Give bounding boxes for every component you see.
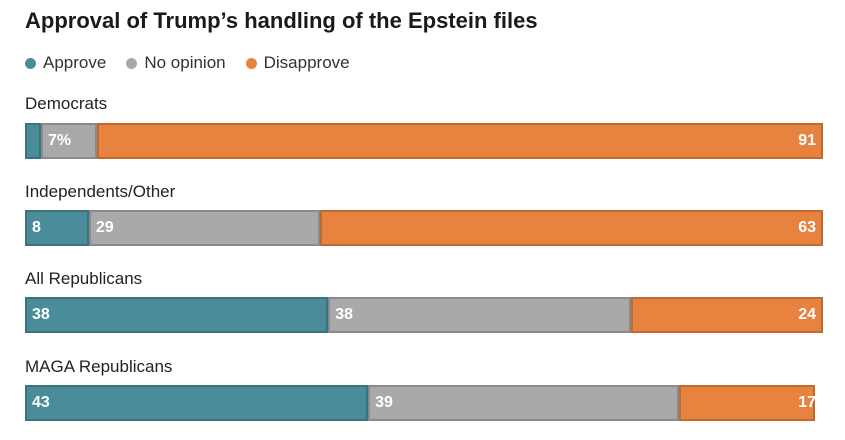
bar-segment-approve [25,385,369,421]
data-label-approve: 38 [32,306,50,323]
bar-segment-no-opinion [328,297,632,333]
data-label-disapprove: 24 [798,306,816,323]
bar-segment-no-opinion [368,385,680,421]
data-label-no-opinion: 39 [375,394,393,411]
data-label-no-opinion: 29 [95,219,114,236]
data-label-approve: 43 [32,394,50,411]
category-label-democrats: Democrats [25,94,108,113]
data-label-disapprove: 17 [798,394,816,411]
category-label-maga-republicans: MAGA Republicans [25,357,173,376]
bar-segment-no-opinion [40,123,97,159]
legend-label-approve: Approve [43,53,107,72]
bar-row-independents: 8 29 63 [25,210,823,246]
legend-item-disapprove: Disapprove [245,53,350,73]
bar-segment-disapprove [96,123,823,159]
legend-item-approve: Approve [25,53,106,73]
legend-dot-approve [25,57,36,69]
bar-segment-disapprove [320,210,823,246]
bar-segment-approve [25,210,89,246]
legend-label-no-opinion: No opinion [144,53,226,72]
legend-dot-disapprove [245,57,257,69]
bar-segment-disapprove [631,297,823,333]
data-label-approve: 8 [32,219,41,236]
bar-segment-disapprove [679,385,816,421]
bar-row-democrats: 7% 91 [25,123,823,159]
bar-row-all-republicans: 38 38 24 [25,297,823,333]
bar-segment-approve [25,123,41,159]
bar-segment-no-opinion [88,210,321,246]
chart-title: Approval of Trump’s handling of the Epst… [25,8,538,33]
category-label-independents: Independents/Other [25,182,176,201]
chart-legend: Approve No opinion Disapprove [25,53,370,73]
bar-segment-approve [25,297,329,333]
legend-item-no-opinion: No opinion [126,53,226,73]
data-label-disapprove: 91 [798,132,816,149]
bar-row-maga-republicans: 43 39 17 [25,385,823,421]
legend-label-disapprove: Disapprove [263,53,350,72]
data-label-no-opinion: 38 [335,306,354,323]
data-label-disapprove: 63 [798,219,816,236]
data-label-no-opinion: 7% [47,132,72,149]
category-label-all-republicans: All Republicans [25,269,143,288]
legend-dot-no-opinion [126,57,138,69]
